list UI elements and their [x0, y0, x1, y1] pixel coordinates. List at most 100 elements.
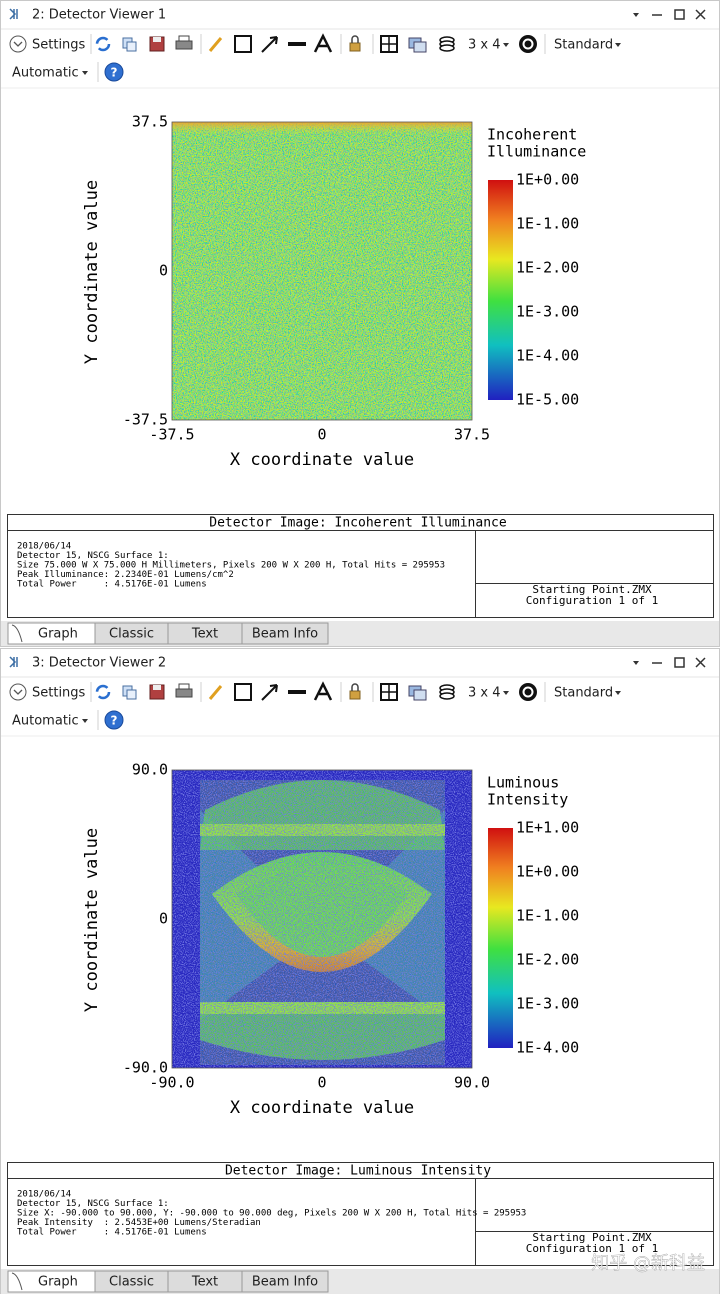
- tab-label[interactable]: Text: [191, 1275, 218, 1290]
- info-file: Starting Point.ZMX: [532, 583, 652, 596]
- info-title: Detector Image: Luminous Intensity: [225, 1164, 491, 1179]
- x-tick-label: 0: [317, 1074, 326, 1092]
- color-bar-label: 1E-5.00: [516, 391, 579, 409]
- style-dropdown[interactable]: Standard: [554, 686, 613, 701]
- tab-graph-icon: [11, 1272, 23, 1291]
- info-line: Size 75.000 W X 75.000 H Millimeters, Pi…: [17, 561, 445, 571]
- refresh-icon[interactable]: [95, 684, 111, 700]
- dropdown-arrow: [615, 43, 621, 47]
- help-icon: ?: [111, 66, 118, 80]
- layers-icon[interactable]: [439, 692, 455, 700]
- tab-label[interactable]: Beam Info: [252, 1275, 318, 1290]
- color-bar-label: 1E-2.00: [516, 259, 579, 277]
- detector-speckle: [172, 770, 472, 1068]
- settings-button[interactable]: Settings: [32, 38, 86, 53]
- color-bar-label: 1E-3.00: [516, 995, 579, 1013]
- refresh-icon[interactable]: [95, 36, 111, 52]
- rectangle-icon[interactable]: [234, 35, 252, 53]
- arrow-icon[interactable]: [261, 36, 278, 53]
- pencil-icon[interactable]: [208, 37, 223, 52]
- maximize-button[interactable]: [674, 657, 685, 668]
- layout-dropdown[interactable]: 3 x 4: [468, 686, 501, 701]
- settings-icon: [13, 41, 23, 47]
- info-line: Total Power : 4.5176E-01 Lumens: [17, 1228, 207, 1238]
- mode-dropdown[interactable]: Automatic: [12, 66, 79, 81]
- window-title: 2: Detector Viewer 1: [32, 8, 166, 23]
- arrow-icon[interactable]: [261, 684, 278, 701]
- legend-title: Incoherent: [487, 126, 577, 144]
- save-icon: [153, 685, 161, 690]
- dropdown-arrow: [615, 691, 621, 695]
- help-button[interactable]: [104, 710, 124, 730]
- y-axis-label: Y coordinate value: [82, 180, 102, 364]
- copy-icon: [126, 689, 137, 700]
- layout-dropdown[interactable]: 3 x 4: [468, 38, 501, 53]
- dropdown-arrow: [503, 691, 509, 695]
- help-button[interactable]: [104, 62, 124, 82]
- style-dropdown[interactable]: Standard: [554, 38, 613, 53]
- print-icon: [178, 35, 190, 42]
- grid-icon: [381, 36, 397, 52]
- x-axis-label: X coordinate value: [230, 450, 414, 470]
- tab-label[interactable]: Graph: [38, 627, 78, 642]
- lock-icon[interactable]: [349, 690, 361, 700]
- plot-border: [171, 121, 473, 421]
- y-tick-label: 37.5: [132, 113, 168, 131]
- update-icon[interactable]: [519, 35, 537, 53]
- tab[interactable]: [241, 622, 329, 645]
- dropdown-arrow: [503, 43, 509, 47]
- lock-icon[interactable]: [349, 42, 361, 52]
- settings-icon[interactable]: [9, 683, 27, 701]
- pencil-icon[interactable]: [208, 685, 223, 700]
- tab-label[interactable]: Classic: [109, 627, 154, 642]
- info-file: Starting Point.ZMX: [532, 1231, 652, 1244]
- plot-border: [171, 769, 473, 1069]
- window-menu-button: [633, 661, 639, 665]
- windows-icon: [413, 689, 427, 701]
- color-bar-label: 1E-3.00: [516, 303, 579, 321]
- info-line: 2018/06/14: [17, 542, 71, 552]
- tab-label[interactable]: Classic: [109, 1275, 154, 1290]
- tab-label[interactable]: Beam Info: [252, 627, 318, 642]
- close-button[interactable]: [695, 9, 706, 20]
- info-box: [7, 1162, 714, 1266]
- info-config: Configuration 1 of 1: [526, 1242, 658, 1255]
- layers-icon[interactable]: [439, 44, 455, 52]
- update-icon: [522, 38, 534, 50]
- window-title: 3: Detector Viewer 2: [32, 656, 166, 671]
- color-bar: [488, 828, 513, 1048]
- color-bar-label: 1E-2.00: [516, 951, 579, 969]
- info-title: Detector Image: Incoherent Illuminance: [209, 516, 507, 531]
- update-icon[interactable]: [519, 683, 537, 701]
- settings-icon[interactable]: [9, 35, 27, 53]
- info-line: 2018/06/14: [17, 1190, 71, 1200]
- window-icon: [9, 656, 18, 668]
- settings-button[interactable]: Settings: [32, 686, 86, 701]
- rectangle-icon[interactable]: [234, 683, 252, 701]
- text-icon[interactable]: [313, 33, 333, 53]
- mode-dropdown[interactable]: Automatic: [12, 714, 79, 729]
- tab-label[interactable]: Graph: [38, 1275, 78, 1290]
- maximize-button[interactable]: [674, 9, 685, 20]
- tab[interactable]: [241, 1270, 329, 1293]
- print-icon[interactable]: [175, 40, 193, 50]
- print-icon[interactable]: [175, 688, 193, 698]
- print-icon: [178, 683, 190, 690]
- text-icon[interactable]: [313, 681, 333, 701]
- line-icon[interactable]: [288, 42, 306, 46]
- color-bar: [488, 180, 513, 400]
- y-tick-label: -37.5: [123, 411, 168, 429]
- tab-label[interactable]: Text: [191, 627, 218, 642]
- line-icon[interactable]: [288, 690, 306, 694]
- y-tick-label: -90.0: [123, 1059, 168, 1077]
- x-tick-label: 37.5: [454, 426, 490, 444]
- copy-icon: [126, 41, 137, 52]
- tab-graph-icon: [11, 624, 23, 643]
- color-bar-label: 1E+0.00: [516, 863, 579, 881]
- watermark: 知乎 @新科益: [591, 1253, 705, 1274]
- legend-title: Intensity: [487, 791, 568, 809]
- close-button[interactable]: [695, 657, 706, 668]
- lock-icon: [351, 35, 359, 43]
- color-bar-label: 1E+0.00: [516, 171, 579, 189]
